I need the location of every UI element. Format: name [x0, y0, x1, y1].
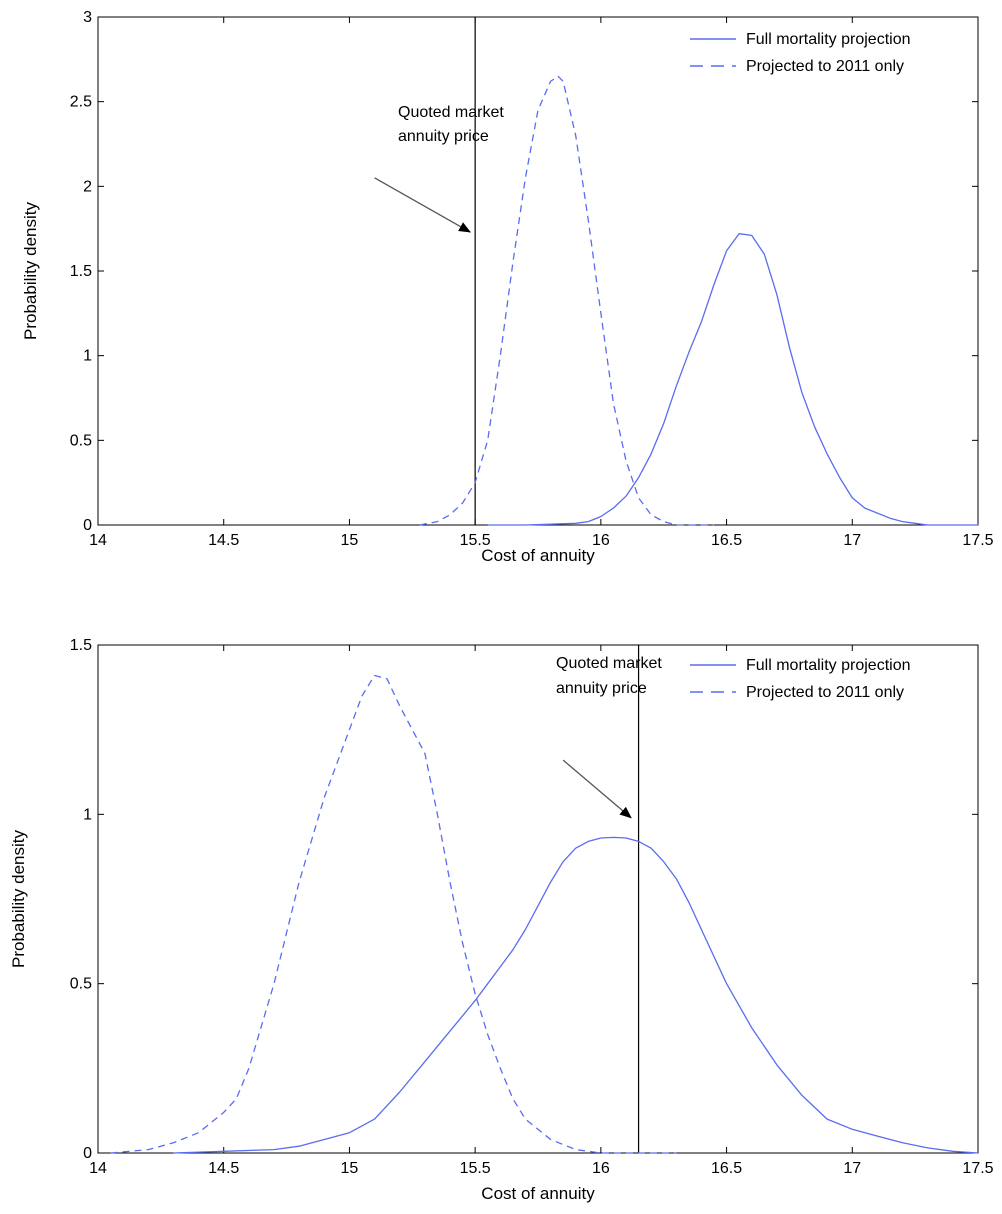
chart-panel-2: 14 14.5 15 15.5 16 16.5 17 17.5 0 0.5 1 1.5 Cost of …: [9, 637, 994, 1203]
legend-label: Projected to 2011 only: [746, 684, 904, 701]
x-axis-label: Cost of annuity: [481, 546, 595, 565]
y-tick-label: 1: [83, 348, 92, 365]
x-tick-label: 14: [89, 532, 107, 549]
annotation-text: annuity price: [556, 680, 647, 697]
y-tick-label: 0.5: [70, 976, 92, 993]
x-tick-label: 16.5: [711, 532, 742, 549]
y-tick-label: 2.5: [70, 94, 92, 111]
y-tick-label: 0.5: [70, 432, 92, 449]
x-tick-label: 17.5: [962, 532, 993, 549]
x-tick-label: 14.5: [208, 1160, 239, 1177]
annotation-text: Quoted market: [556, 655, 662, 672]
series-line-full-projection: [173, 836, 979, 1154]
series-line-full-projection: [487, 233, 978, 526]
y-tick-label: 3: [83, 9, 92, 26]
annotation-arrow: [562, 759, 632, 819]
plot-area-frame: [97, 644, 979, 1154]
y-axis-label: Probability density: [21, 202, 40, 340]
legend-label: Projected to 2011 only: [746, 58, 904, 75]
legend-label: Full mortality projection: [746, 31, 911, 48]
x-tick-label: 15: [341, 532, 359, 549]
x-tick-label: 14: [89, 1160, 107, 1177]
x-tick-label: 15.5: [460, 532, 491, 549]
legend-label: Full mortality projection: [746, 657, 911, 674]
series-line-projected-2011: [419, 75, 714, 526]
chart-panel-1: 14 14.5 15 15.5 16 16.5 17 17.5 0 0.5 1 1.5 2 2.5 3 Cos…: [21, 9, 994, 565]
x-tick-label: 14.5: [208, 532, 239, 549]
x-axis-label: Cost of annuity: [481, 1184, 595, 1203]
plot-area-frame: [97, 16, 979, 526]
y-tick-label: 1.5: [70, 263, 92, 280]
annotation-text: Quoted market: [398, 104, 504, 121]
y-tick-label: 1: [83, 806, 92, 823]
x-tick-label: 17.5: [962, 1160, 993, 1177]
x-tick-label: 15: [341, 1160, 359, 1177]
x-tick-label: 17: [843, 1160, 861, 1177]
x-tick-label: 17: [843, 532, 861, 549]
y-tick-label: 0: [83, 1145, 92, 1162]
y-axis-label: Probability density: [9, 830, 28, 968]
series-line-projected-2011: [110, 674, 677, 1154]
y-tick-label: 1.5: [70, 637, 92, 654]
x-tick-label: 15.5: [460, 1160, 491, 1177]
x-tick-label: 16: [592, 1160, 610, 1177]
y-tick-label: 2: [83, 178, 92, 195]
x-tick-label: 16: [592, 532, 610, 549]
annotation-arrow: [374, 177, 471, 233]
y-tick-label: 0: [83, 517, 92, 534]
annotation-text: annuity price: [398, 128, 489, 145]
x-tick-label: 16.5: [711, 1160, 742, 1177]
